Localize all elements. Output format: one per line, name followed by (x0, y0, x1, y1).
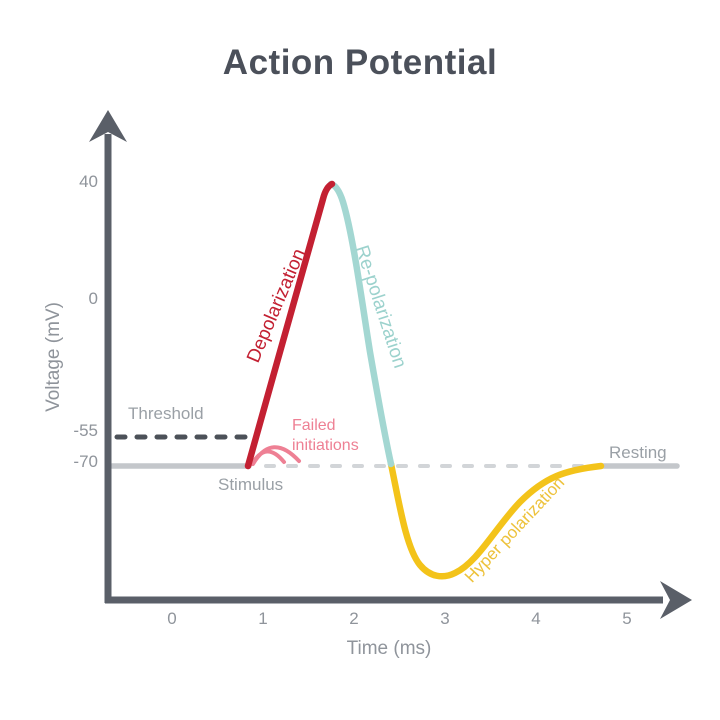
hyperpolarization-curve (387, 460, 605, 580)
threshold-label: Threshold (128, 404, 204, 423)
y-tick-0: 0 (88, 289, 98, 308)
x-tick-5: 5 (622, 609, 632, 628)
y-tick-neg55: -55 (73, 421, 98, 440)
y-axis-label: Voltage (mV) (43, 302, 64, 412)
stimulus-label: Stimulus (218, 475, 284, 494)
resting-label: Resting (609, 443, 667, 462)
x-tick-1: 1 (258, 609, 268, 628)
y-tick-neg70: -70 (73, 452, 98, 471)
depolarization-curve (244, 180, 336, 470)
page-title: Action Potential (222, 43, 498, 82)
x-axis-label: Time (ms) (346, 638, 432, 659)
y-tick-40: 40 (79, 172, 98, 191)
failed-initiations-line2: initiations (292, 437, 359, 454)
failed-initiation-arc-small (250, 449, 286, 466)
x-axis-arrowhead-icon (660, 581, 692, 619)
x-tick-4: 4 (531, 609, 541, 628)
y-axis-arrowhead-icon (89, 110, 127, 142)
failed-initiations-label: Failed initiations (292, 416, 359, 456)
x-tick-0: 0 (167, 609, 177, 628)
x-tick-2: 2 (349, 609, 359, 628)
failed-initiations-line1: Failed (292, 417, 336, 434)
repolarization-curve (327, 180, 395, 468)
x-tick-3: 3 (440, 609, 450, 628)
